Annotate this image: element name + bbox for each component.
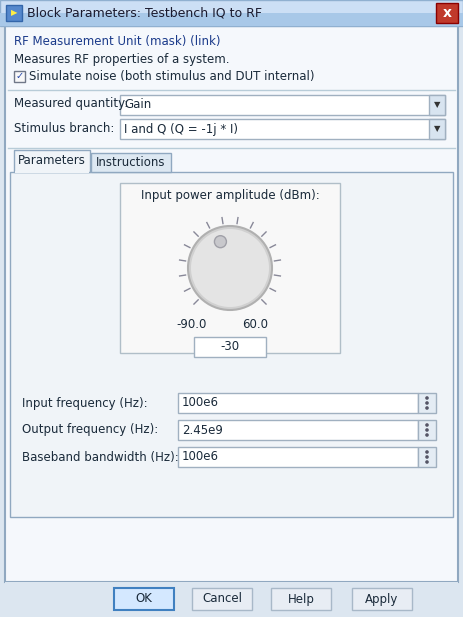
Text: Help: Help bbox=[288, 592, 314, 605]
Bar bbox=[0, 0, 463, 26]
Circle shape bbox=[425, 450, 429, 453]
Text: -90.0: -90.0 bbox=[177, 318, 207, 331]
Circle shape bbox=[425, 406, 429, 410]
Text: Input power amplitude (dBm):: Input power amplitude (dBm): bbox=[141, 189, 319, 202]
Bar bbox=[194, 337, 266, 357]
Bar bbox=[114, 588, 174, 610]
Text: Measured quantity:: Measured quantity: bbox=[14, 97, 128, 110]
Text: I and Q (Q = -1j * I): I and Q (Q = -1j * I) bbox=[124, 123, 238, 136]
Circle shape bbox=[191, 229, 269, 307]
Bar bbox=[192, 588, 252, 610]
Bar bbox=[15, 171, 89, 173]
Bar bbox=[436, 3, 458, 23]
Text: Simulate noise (both stimulus and DUT internal): Simulate noise (both stimulus and DUT in… bbox=[29, 70, 314, 83]
Bar bbox=[10, 172, 453, 517]
Text: ▶: ▶ bbox=[11, 9, 17, 17]
Text: RF Measurement Unit (mask) (link): RF Measurement Unit (mask) (link) bbox=[14, 36, 220, 49]
Text: 100e6: 100e6 bbox=[182, 397, 219, 410]
Text: 2.45e9: 2.45e9 bbox=[182, 423, 223, 436]
Circle shape bbox=[425, 428, 429, 432]
Circle shape bbox=[425, 423, 429, 427]
Text: ✓: ✓ bbox=[15, 72, 24, 81]
Circle shape bbox=[188, 226, 272, 310]
Bar bbox=[6, 5, 22, 21]
Bar bbox=[178, 393, 418, 413]
Circle shape bbox=[425, 396, 429, 400]
Circle shape bbox=[214, 236, 226, 247]
Text: ▼: ▼ bbox=[434, 125, 440, 133]
Circle shape bbox=[425, 455, 429, 459]
Bar bbox=[120, 183, 340, 353]
Circle shape bbox=[425, 401, 429, 405]
Text: Cancel: Cancel bbox=[202, 592, 242, 605]
Bar bbox=[0, 13, 463, 26]
Bar bbox=[418, 447, 436, 467]
Bar bbox=[418, 393, 436, 413]
Bar bbox=[14, 71, 25, 82]
Text: Block Parameters: Testbench IQ to RF: Block Parameters: Testbench IQ to RF bbox=[27, 7, 262, 20]
Circle shape bbox=[425, 460, 429, 464]
Text: Input frequency (Hz):: Input frequency (Hz): bbox=[22, 397, 148, 410]
Bar bbox=[429, 95, 445, 115]
Text: Instructions: Instructions bbox=[96, 156, 166, 169]
Text: 100e6: 100e6 bbox=[182, 450, 219, 463]
Bar bbox=[429, 119, 445, 139]
Bar bbox=[352, 588, 412, 610]
Text: Stimulus branch:: Stimulus branch: bbox=[14, 122, 114, 135]
Text: -30: -30 bbox=[220, 341, 239, 354]
Bar bbox=[418, 420, 436, 440]
Text: Baseband bandwidth (Hz):: Baseband bandwidth (Hz): bbox=[22, 450, 179, 463]
Bar bbox=[91, 153, 171, 172]
Text: Apply: Apply bbox=[365, 592, 399, 605]
Text: 60.0: 60.0 bbox=[242, 318, 268, 331]
Text: x: x bbox=[443, 6, 451, 20]
Bar bbox=[178, 447, 418, 467]
Bar bbox=[178, 420, 418, 440]
Text: Measures RF properties of a system.: Measures RF properties of a system. bbox=[14, 52, 230, 65]
Bar bbox=[271, 588, 331, 610]
Circle shape bbox=[425, 433, 429, 437]
Bar bbox=[5, 582, 458, 617]
Text: OK: OK bbox=[136, 592, 152, 605]
Text: ▼: ▼ bbox=[434, 101, 440, 109]
Text: Output frequency (Hz):: Output frequency (Hz): bbox=[22, 423, 158, 436]
Text: Gain: Gain bbox=[124, 99, 151, 112]
Bar bbox=[14, 150, 90, 172]
Bar bbox=[120, 119, 445, 139]
Bar bbox=[120, 95, 445, 115]
Text: Parameters: Parameters bbox=[18, 154, 86, 167]
